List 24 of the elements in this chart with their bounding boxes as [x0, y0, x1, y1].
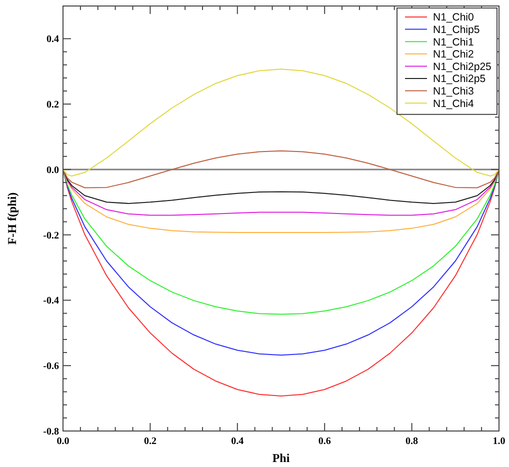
legend-label: N1_Chi2p5 [433, 73, 486, 86]
x-tick-label: 0.2 [144, 436, 156, 447]
x-tick-label: 0.6 [318, 436, 331, 447]
legend-label: N1_Chi3 [433, 85, 474, 98]
x-tick-label: 0.8 [406, 436, 418, 447]
x-tick-label: 0.4 [231, 436, 244, 447]
legend-label: N1_Chip5 [433, 24, 480, 36]
y-tick-label: -0.6 [43, 361, 59, 372]
line-series [62, 150, 500, 188]
y-tick-label: -0.4 [43, 296, 59, 307]
x-axis-title: Phi [272, 451, 290, 465]
y-tick-label: -0.2 [43, 230, 59, 242]
legend-label: N1_Chi2p25 [433, 60, 492, 73]
y-tick-label: 0.0 [46, 164, 59, 176]
y-axis-title: F-H f(phi) [5, 192, 19, 245]
x-tick-label: 1.0 [492, 436, 506, 447]
y-tick-label: -0.8 [43, 426, 59, 438]
legend-label: N1_Chi1 [433, 36, 474, 48]
legend-label: N1_Chi4 [433, 98, 474, 110]
x-tick-label: 0.0 [56, 436, 70, 447]
y-tick-label: 0.4 [46, 34, 59, 46]
y-tick-label: 0.2 [46, 100, 59, 111]
legend-label: N1_Chi2 [433, 48, 474, 61]
legend-label: N1_Chi0 [433, 12, 474, 24]
